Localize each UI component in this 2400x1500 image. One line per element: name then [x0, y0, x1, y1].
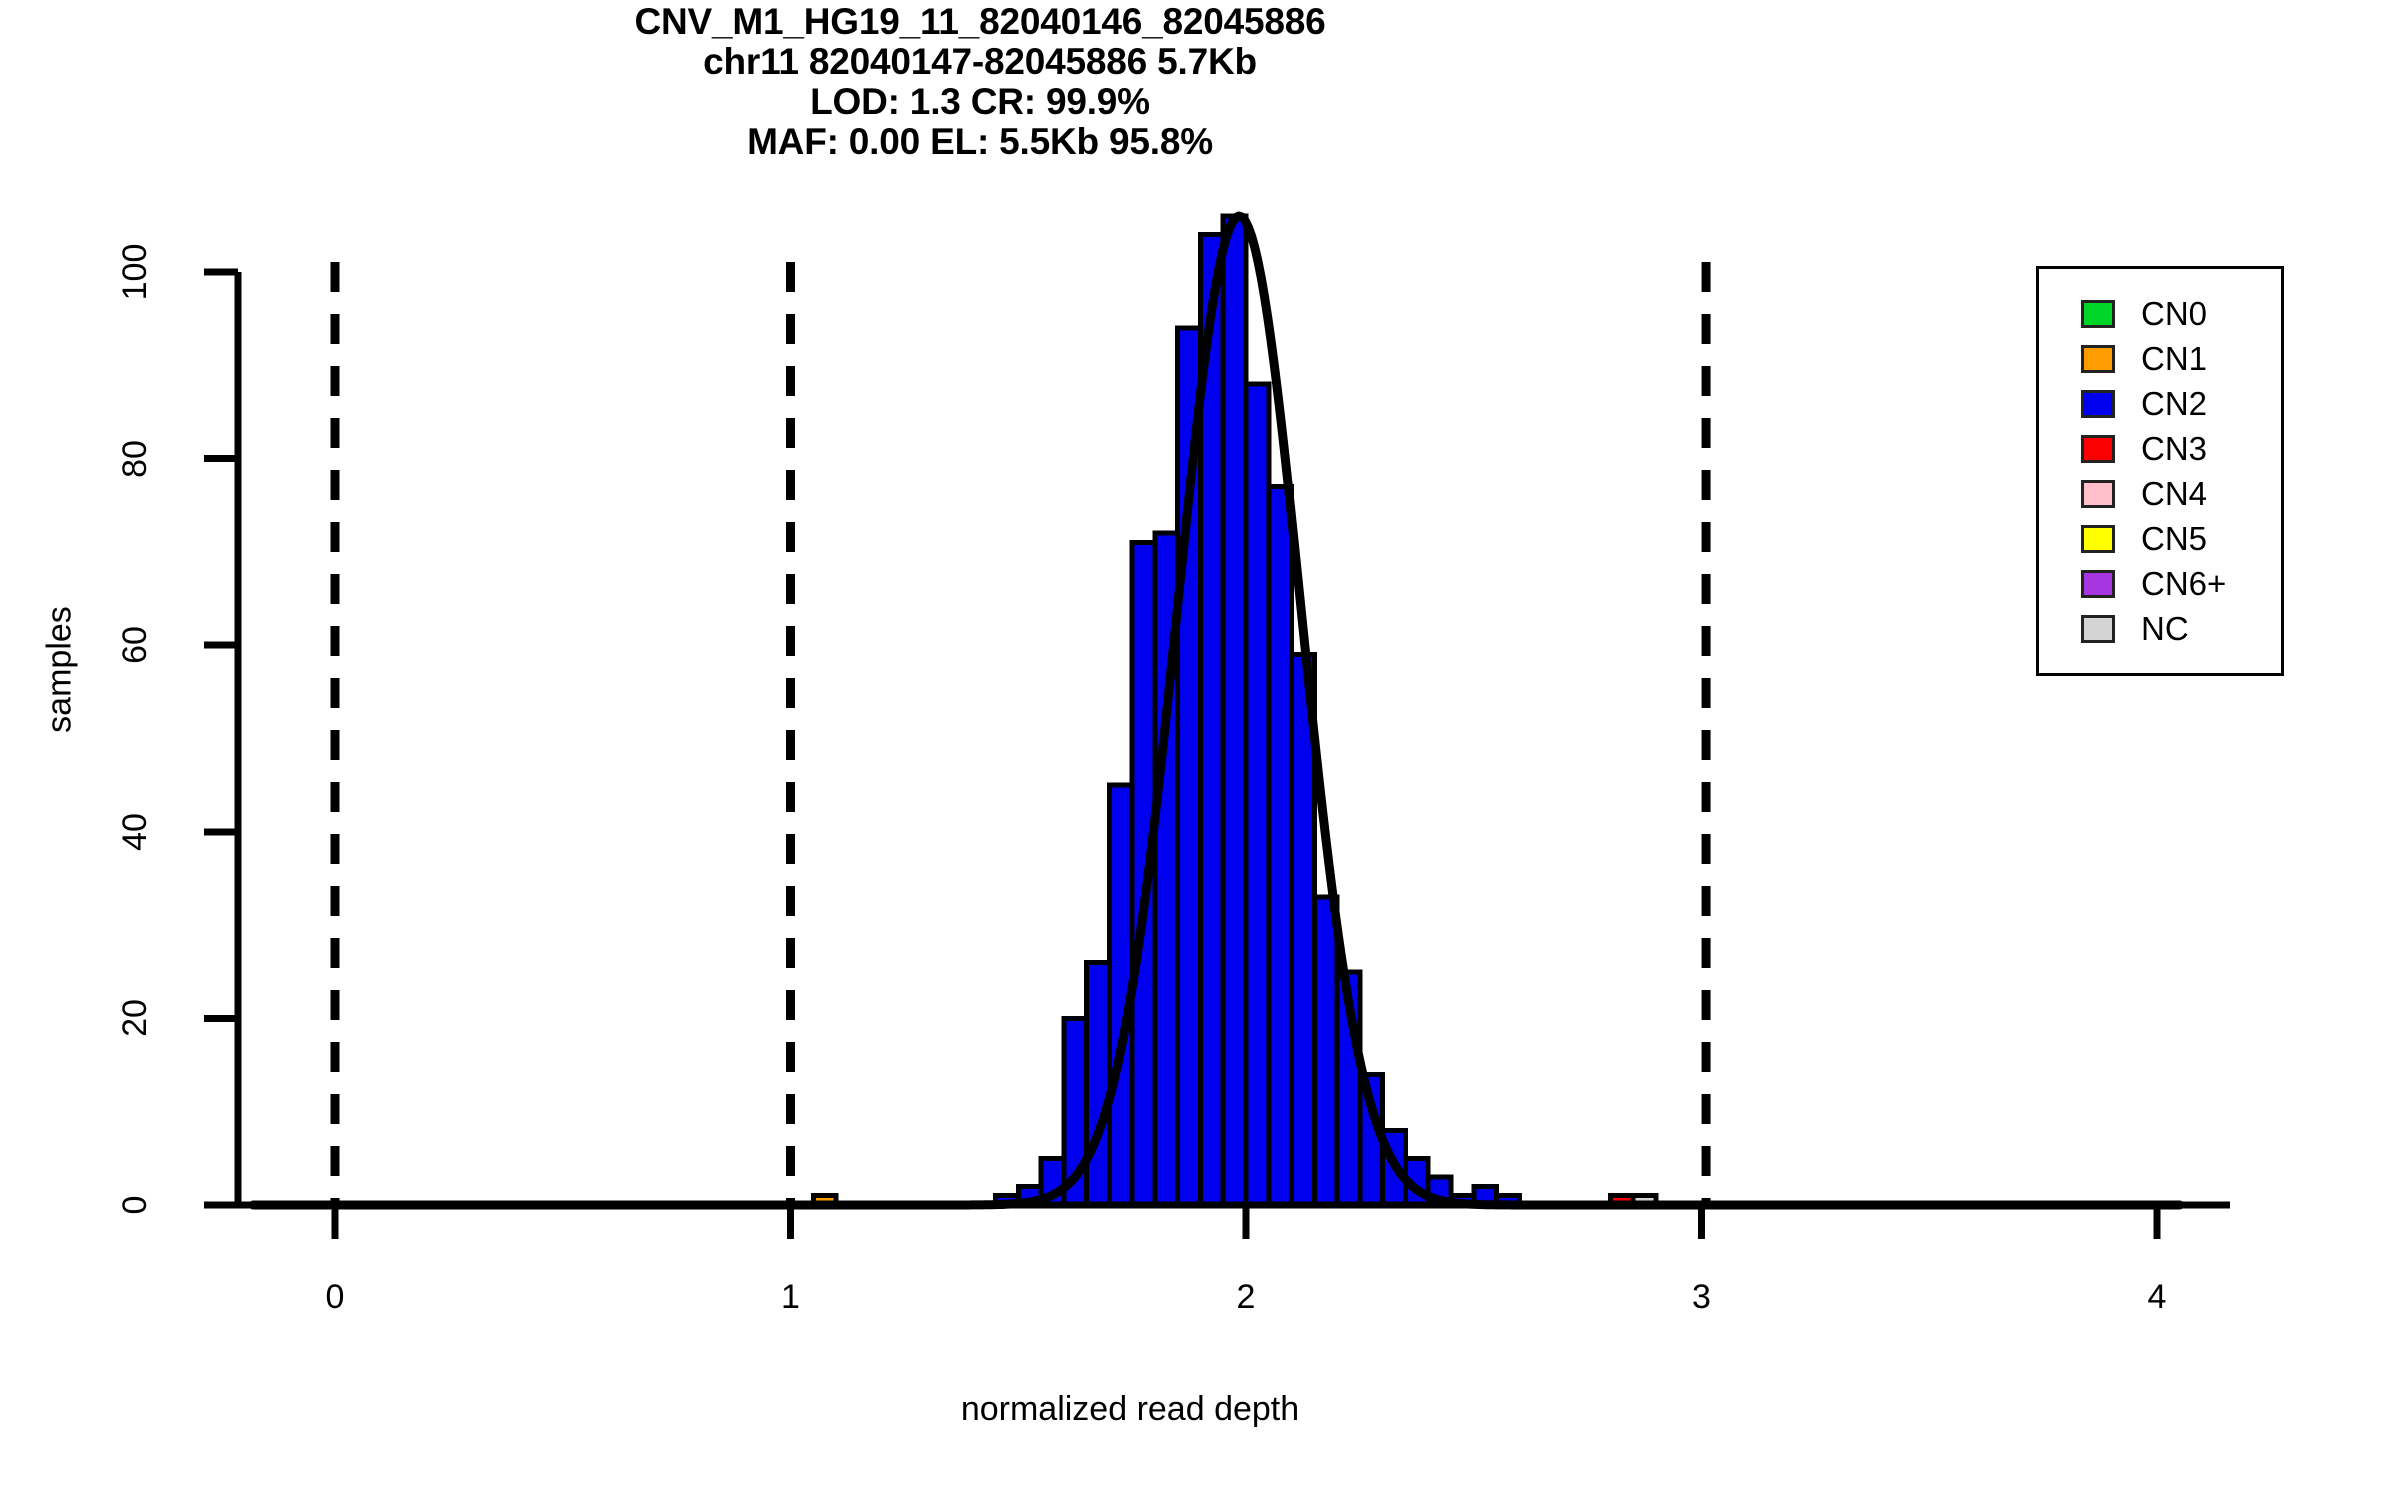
- y-tick-label: 0: [116, 1195, 154, 1215]
- legend-swatch-icon: [2081, 479, 2115, 508]
- legend-swatch-icon: [2081, 614, 2115, 643]
- legend-swatch-icon: [2081, 344, 2115, 373]
- legend-item-label: CN5: [2141, 520, 2208, 557]
- histogram-bar: [1220, 213, 1249, 1208]
- y-tick-label: 100: [116, 243, 154, 301]
- legend-swatch-icon: [2081, 569, 2115, 598]
- legend-item-label: CN4: [2141, 475, 2208, 512]
- legend-box: CN0 CN1 CN2 CN3 CN4 CN5 CN6+ NC: [2036, 266, 2284, 676]
- legend-item-cn4[interactable]: CN4: [2039, 471, 2281, 516]
- legend-swatch-icon: [2081, 389, 2115, 418]
- x-tick-label: 2: [1236, 1278, 1256, 1316]
- title-line-maf-el: MAF: 0.00 EL: 5.5Kb 95.8%: [747, 121, 1213, 162]
- x-tick-label: 1: [781, 1278, 800, 1316]
- histogram-bar: [1311, 894, 1340, 1208]
- histogram-bar: [1243, 381, 1272, 1208]
- legend-swatch-icon: [2081, 524, 2115, 553]
- y-tick-label: 80: [116, 439, 154, 478]
- legend-item-label: NC: [2141, 610, 2189, 647]
- histogram-bar: [1266, 484, 1295, 1208]
- y-tick-label: 20: [116, 999, 154, 1038]
- legend-item-cn0[interactable]: CN0: [2039, 291, 2281, 336]
- histogram-bar: [1084, 959, 1112, 1208]
- legend-item-nc[interactable]: NC: [2039, 606, 2281, 651]
- cn-threshold-lines: [330, 262, 1711, 1205]
- histogram-bars: [810, 213, 1659, 1208]
- legend-item-cn1[interactable]: CN1: [2039, 336, 2281, 381]
- legend-item-label: CN0: [2141, 295, 2208, 332]
- y-tick-label: 40: [116, 812, 154, 851]
- x-axis-title: normalized read depth: [960, 1390, 1300, 1428]
- x-tick-label: 4: [2147, 1278, 2167, 1316]
- legend-item-label: CN6+: [2141, 565, 2227, 602]
- legend-swatch-icon: [2081, 299, 2115, 328]
- title-line-locus: chr11 82040147-82045886 5.7Kb: [703, 41, 1257, 82]
- legend-item-label: CN2: [2141, 385, 2208, 422]
- legend-item-cn6plus[interactable]: CN6+: [2039, 561, 2281, 606]
- legend-item-cn5[interactable]: CN5: [2039, 516, 2281, 561]
- chart-title: CNV_M1_HG19_11_82040146_82045886 chr11 8…: [0, 2, 1960, 162]
- title-line-lod-cr: LOD: 1.3 CR: 99.9%: [810, 81, 1150, 122]
- x-tick-label: 0: [325, 1278, 345, 1316]
- legend-swatch-icon: [2081, 434, 2115, 463]
- title-line-cnv-id: CNV_M1_HG19_11_82040146_82045886: [634, 1, 1326, 42]
- legend-item-cn3[interactable]: CN3: [2039, 426, 2281, 471]
- legend-item-cn2[interactable]: CN2: [2039, 381, 2281, 426]
- legend-item-label: CN1: [2141, 340, 2208, 377]
- legend-item-label: CN3: [2141, 430, 2208, 467]
- axis-lines: [204, 268, 2230, 1239]
- y-tick-label: 60: [116, 626, 154, 665]
- x-tick-label: 3: [1692, 1278, 1711, 1316]
